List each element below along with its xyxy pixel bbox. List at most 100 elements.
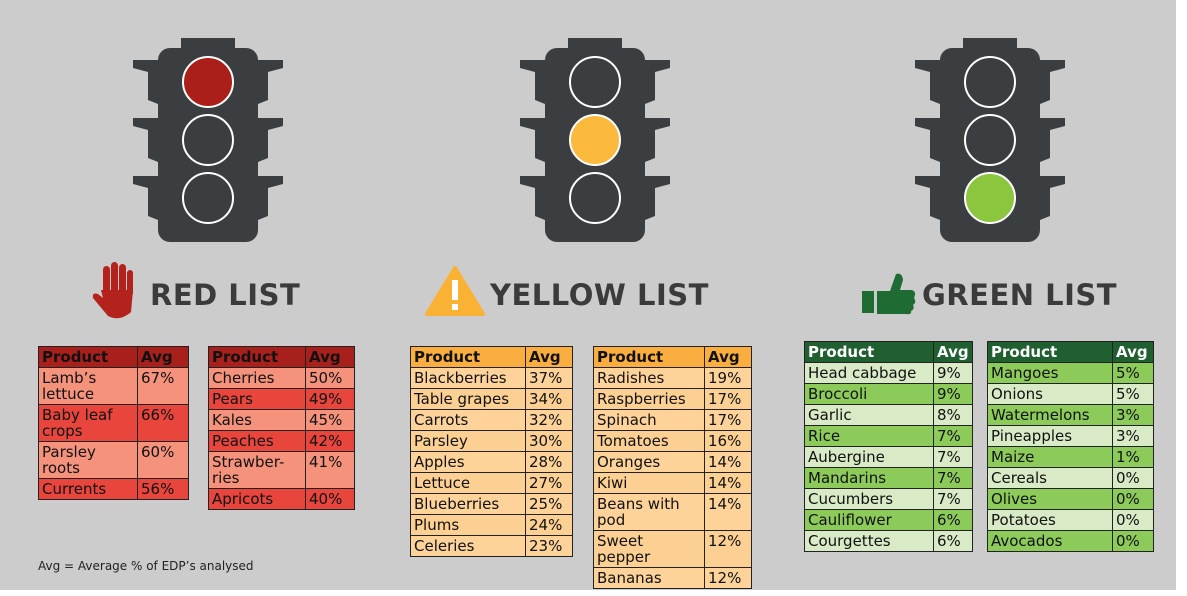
avg-cell: 3% [1112, 404, 1154, 426]
product-cell: Currents [38, 478, 138, 500]
product-table: Product Avg Mangoes 5% Onions 5% Watermelons 3%… [987, 341, 1154, 552]
header-cell: Product [38, 346, 138, 368]
avg-cell: 19% [704, 367, 752, 389]
product-cell: Apples [410, 451, 526, 473]
table-row: Pears 49% [208, 388, 355, 410]
light-fin [520, 60, 545, 104]
avg-cell: 40% [305, 488, 355, 510]
product-cell: Celeries [410, 535, 526, 557]
table-row: Parsley roots 60% [38, 441, 189, 479]
table-row: Garlic 8% [804, 404, 973, 426]
light-fin [915, 60, 940, 104]
avg-cell: 23% [525, 535, 573, 557]
table-row: Oranges 14% [593, 451, 752, 473]
header-cell: Product [804, 341, 934, 363]
light-fin [915, 118, 940, 162]
light-fin [645, 118, 670, 162]
table-row: Raspberries 17% [593, 388, 752, 410]
thumbs-up-icon [862, 273, 916, 315]
avg-cell: 0% [1112, 530, 1154, 552]
avg-cell: 9% [933, 362, 973, 384]
avg-cell: 60% [137, 441, 189, 479]
table-row: Aubergine 7% [804, 446, 973, 468]
table-row: Sweet pepper 12% [593, 530, 752, 568]
product-cell: Parsley roots [38, 441, 138, 479]
product-cell: Carrots [410, 409, 526, 431]
light-fin [258, 118, 283, 162]
light-fin [1040, 118, 1065, 162]
header-cell: Product [593, 346, 705, 368]
table-row: Onions 5% [987, 383, 1154, 405]
avg-cell: 6% [933, 509, 973, 531]
avg-cell: 67% [137, 367, 189, 405]
header-cell: Avg [704, 346, 752, 368]
product-cell: Peaches [208, 430, 306, 452]
product-cell: Tomatoes [593, 430, 705, 452]
light-lamp [569, 172, 621, 224]
avg-cell: 42% [305, 430, 355, 452]
table-row: Cucumbers 7% [804, 488, 973, 510]
product-cell: Baby leaf crops [38, 404, 138, 442]
table-row: Mangoes 5% [987, 362, 1154, 384]
avg-cell: 8% [933, 404, 973, 426]
table-row: Rice 7% [804, 425, 973, 447]
avg-cell: 37% [525, 367, 573, 389]
product-table: Product Avg Head cabbage 9% Broccoli 9% Garlic… [804, 341, 973, 552]
table-row: Blueberries 25% [410, 493, 573, 515]
product-cell: Blackberries [410, 367, 526, 389]
light-lamp [182, 172, 234, 224]
table-row: Currents 56% [38, 478, 189, 500]
table-row: Pineapples 3% [987, 425, 1154, 447]
avg-cell: 41% [305, 451, 355, 489]
light-fin [520, 176, 545, 220]
avg-cell: 30% [525, 430, 573, 452]
table-row: Radishes 19% [593, 367, 752, 389]
product-cell: Kiwi [593, 472, 705, 494]
product-cell: Bananas [593, 567, 705, 589]
avg-cell: 7% [933, 425, 973, 447]
product-cell: Beans with pod [593, 493, 705, 531]
traffic-light [133, 38, 283, 242]
table-row: Spinach 17% [593, 409, 752, 431]
product-cell: Spinach [593, 409, 705, 431]
light-fin [1040, 60, 1065, 104]
avg-cell: 9% [933, 383, 973, 405]
avg-cell: 50% [305, 367, 355, 389]
product-cell: Maize [987, 446, 1113, 468]
avg-cell: 25% [525, 493, 573, 515]
avg-cell: 0% [1112, 488, 1154, 510]
footnote: Avg = Average % of EDP’s analysed [38, 559, 254, 573]
table-row: Peaches 42% [208, 430, 355, 452]
table-row: Maize 1% [987, 446, 1154, 468]
avg-cell: 14% [704, 472, 752, 494]
product-cell: Mangoes [987, 362, 1113, 384]
product-cell: Cherries [208, 367, 306, 389]
avg-cell: 24% [525, 514, 573, 536]
table-row: Tomatoes 16% [593, 430, 752, 452]
header-cell: Product [410, 346, 526, 368]
product-cell: Cauliflower [804, 509, 934, 531]
table-row: Apricots 40% [208, 488, 355, 510]
avg-cell: 17% [704, 388, 752, 410]
list-title: YELLOW LIST [490, 278, 709, 312]
avg-cell: 12% [704, 567, 752, 589]
avg-cell: 1% [1112, 446, 1154, 468]
product-cell: Mandarins [804, 467, 934, 489]
header-cell: Product [987, 341, 1113, 363]
table-row: Parsley 30% [410, 430, 573, 452]
table-row: Celeries 23% [410, 535, 573, 557]
light-fin [258, 176, 283, 220]
product-cell: Cucumbers [804, 488, 934, 510]
product-cell: Pineapples [987, 425, 1113, 447]
product-cell: Watermelons [987, 404, 1113, 426]
avg-cell: 56% [137, 478, 189, 500]
table-row: Cauliflower 6% [804, 509, 973, 531]
light-lamp [569, 56, 621, 108]
table-row: Blackberries 37% [410, 367, 573, 389]
product-table: Product Avg Lamb’s lettuce 67% Baby leaf cro… [38, 346, 189, 500]
table-header-row: Product Avg [410, 346, 573, 368]
avg-cell: 7% [933, 488, 973, 510]
table-header-row: Product Avg [804, 341, 973, 363]
table-row: Table grapes 34% [410, 388, 573, 410]
